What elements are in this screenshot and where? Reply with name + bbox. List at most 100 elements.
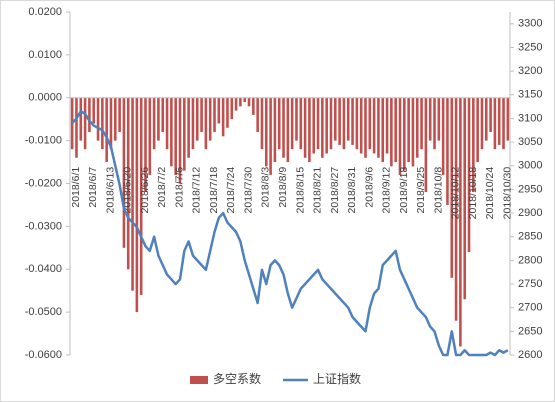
bar bbox=[403, 97, 406, 171]
bar bbox=[148, 97, 152, 175]
bar bbox=[472, 97, 475, 193]
bar bbox=[269, 97, 272, 175]
y2-tick-label: 2650 bbox=[518, 325, 542, 337]
x-tick-label: 2018/8/15 bbox=[294, 167, 306, 214]
x-tick-label: 2018/8/3 bbox=[260, 167, 272, 208]
bar bbox=[109, 97, 113, 150]
bar bbox=[208, 97, 212, 141]
bar bbox=[105, 97, 108, 163]
bar bbox=[170, 97, 173, 167]
x-tick-label: 2018/6/1 bbox=[70, 167, 82, 208]
x-tick-label: 2018/10/30 bbox=[501, 167, 513, 220]
legend-label: 上证指数 bbox=[313, 371, 361, 386]
bar bbox=[308, 97, 311, 163]
y-tick-label: -0.0400 bbox=[25, 263, 62, 275]
bar bbox=[359, 97, 363, 154]
bar bbox=[88, 97, 91, 133]
bar bbox=[441, 97, 445, 175]
bar bbox=[321, 97, 324, 158]
line bbox=[71, 110, 509, 357]
x-tick-label: 2018/9/18 bbox=[398, 167, 410, 214]
bar bbox=[273, 97, 277, 163]
x-tick-label: 2018/7/2 bbox=[156, 167, 168, 208]
y-tick-label: -0.0100 bbox=[25, 135, 62, 147]
bar bbox=[493, 97, 497, 150]
bar bbox=[118, 97, 121, 133]
bar bbox=[385, 97, 389, 154]
bar bbox=[187, 97, 190, 158]
bar bbox=[351, 97, 354, 145]
bar bbox=[295, 97, 298, 141]
x-tick-label: 2018/8/9 bbox=[277, 167, 289, 208]
bar bbox=[424, 97, 428, 193]
bar bbox=[217, 97, 221, 124]
x-tick-label: 2018/6/26 bbox=[139, 167, 151, 214]
x-tick-label: 2018/10/24 bbox=[484, 167, 496, 220]
y2-tick-label: 3000 bbox=[518, 160, 542, 172]
bar bbox=[152, 97, 156, 150]
y2-tick-label: 2800 bbox=[518, 254, 542, 266]
y2-tick-label: 2900 bbox=[518, 207, 542, 219]
bar bbox=[252, 97, 255, 115]
y2-tick-label: 3050 bbox=[518, 136, 542, 148]
y2-tick-label: 2600 bbox=[518, 349, 542, 361]
bar bbox=[131, 97, 134, 291]
bar bbox=[377, 97, 380, 158]
bar bbox=[450, 97, 454, 278]
y2-tick-label: 3300 bbox=[518, 18, 542, 30]
y-tick-label: -0.0200 bbox=[25, 177, 62, 189]
y-tick-label: 0.0100 bbox=[28, 49, 62, 61]
bar bbox=[355, 97, 359, 150]
x-tick-label: 2018/10/18 bbox=[467, 167, 479, 220]
bar bbox=[96, 97, 100, 141]
bar bbox=[312, 97, 316, 154]
bar bbox=[183, 97, 186, 171]
bar bbox=[165, 97, 169, 150]
bar bbox=[476, 97, 479, 163]
bar bbox=[398, 97, 402, 175]
y2-tick-label: 3250 bbox=[518, 41, 542, 53]
bar bbox=[126, 97, 130, 270]
bar bbox=[114, 97, 117, 141]
legend-label: 多空系数 bbox=[213, 371, 261, 386]
bar bbox=[329, 97, 333, 150]
bar bbox=[286, 97, 290, 163]
bar bbox=[260, 97, 264, 150]
bar bbox=[213, 97, 216, 133]
bar bbox=[83, 97, 87, 150]
bar bbox=[239, 97, 242, 107]
y-tick-label: 0.0200 bbox=[28, 6, 62, 18]
bar bbox=[178, 97, 182, 184]
bar bbox=[506, 97, 510, 141]
bar bbox=[454, 97, 458, 321]
y2-tick-label: 2950 bbox=[518, 183, 542, 195]
x-tick-label: 2018/9/6 bbox=[363, 167, 375, 208]
bar bbox=[161, 97, 165, 133]
bar bbox=[372, 97, 376, 154]
x-tick-label: 2018/8/21 bbox=[312, 167, 324, 214]
x-tick-label: 2018/9/25 bbox=[415, 167, 427, 214]
y-tick-label: -0.0600 bbox=[25, 349, 62, 361]
bar bbox=[420, 97, 423, 150]
bar bbox=[299, 97, 303, 150]
x-tick-label: 2018/7/30 bbox=[242, 167, 254, 214]
x-tick-label: 2018/7/6 bbox=[173, 167, 185, 208]
bar bbox=[226, 97, 229, 128]
bar bbox=[368, 97, 372, 150]
x-tick-label: 2018/7/18 bbox=[208, 167, 220, 214]
bar bbox=[204, 97, 208, 150]
bar bbox=[277, 97, 281, 150]
y-tick-label: -0.0500 bbox=[25, 306, 62, 318]
bar bbox=[437, 97, 441, 141]
y2-tick-label: 2850 bbox=[518, 231, 542, 243]
bar bbox=[234, 97, 238, 111]
bar bbox=[75, 97, 78, 158]
bar bbox=[135, 97, 139, 313]
bar bbox=[92, 97, 96, 124]
bar bbox=[157, 97, 160, 141]
bar bbox=[70, 97, 74, 150]
bar bbox=[346, 97, 350, 141]
bar bbox=[415, 97, 419, 158]
